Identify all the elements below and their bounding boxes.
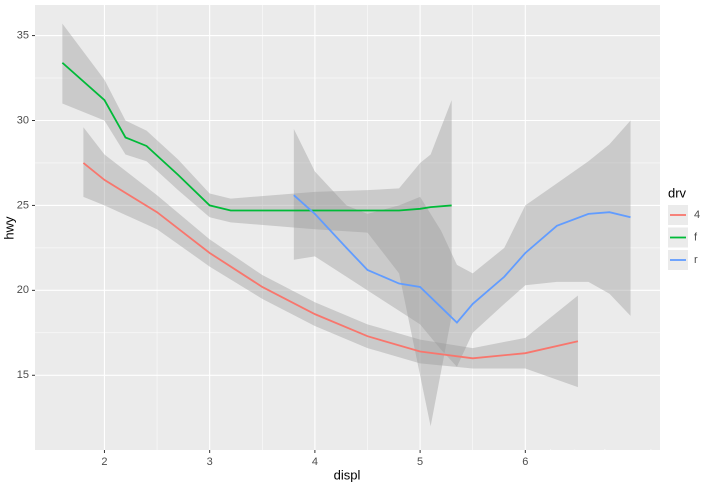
x-tick-label: 6	[522, 456, 528, 468]
y-tick-label: 25	[17, 199, 29, 211]
legend-label: 4	[694, 209, 700, 221]
y-tick-label: 30	[17, 114, 29, 126]
y-tick-label: 15	[17, 369, 29, 381]
legend-label: r	[694, 254, 698, 266]
confidence-band	[62, 23, 452, 427]
watermark: 知乎 @水果叮咚茶	[548, 449, 672, 466]
x-tick-label: 5	[417, 456, 423, 468]
x-tick-label: 3	[207, 456, 213, 468]
x-tick-label: 2	[101, 456, 107, 468]
confidence-band	[83, 127, 578, 388]
x-axis-title: displ	[334, 467, 361, 482]
smooth-line	[61, 62, 452, 212]
x-tick-label: 4	[312, 456, 318, 468]
y-axis-title: hwy	[1, 216, 16, 240]
y-tick-label: 20	[17, 284, 29, 296]
smooth-line	[293, 194, 631, 324]
legend-label: f	[694, 231, 698, 243]
y-tick-label: 35	[17, 29, 29, 41]
smooth-line	[82, 162, 579, 360]
legend-title: drv	[668, 185, 687, 200]
